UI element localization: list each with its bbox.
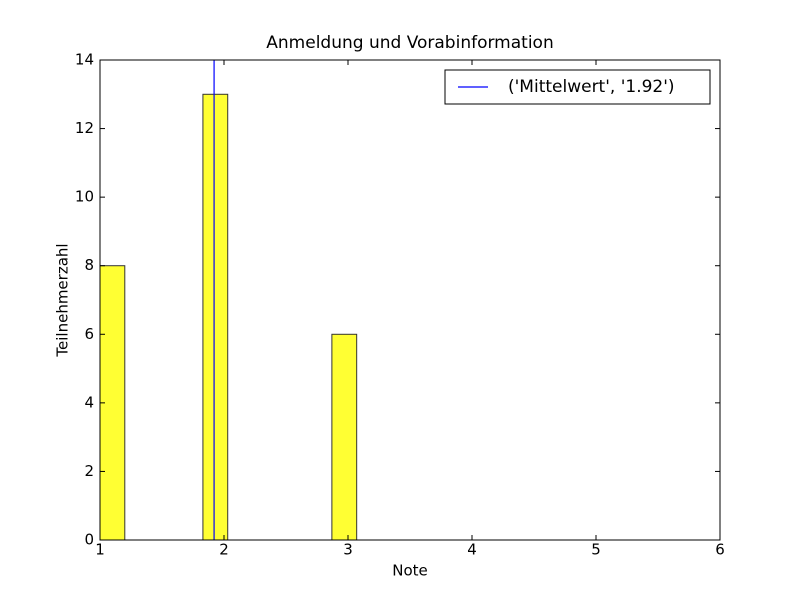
legend-label: ('Mittelwert', '1.92') bbox=[508, 77, 675, 97]
x-tick-label: 1 bbox=[95, 541, 105, 559]
plot-frame bbox=[99, 59, 721, 541]
y-tick-label: 10 bbox=[75, 188, 94, 206]
y-axis-label: Teilnehmerzahl bbox=[54, 243, 72, 357]
bar bbox=[331, 333, 358, 541]
y-tick-label: 0 bbox=[84, 531, 94, 549]
x-tick-label: 2 bbox=[219, 541, 229, 559]
y-tick-label: 14 bbox=[75, 51, 94, 69]
y-tick-label: 12 bbox=[75, 119, 94, 137]
x-tick-label: 3 bbox=[343, 541, 353, 559]
bar bbox=[202, 93, 229, 541]
legend-box bbox=[444, 69, 711, 105]
y-tick-label: 8 bbox=[84, 256, 94, 274]
chart-title: Anmeldung und Vorabinformation bbox=[266, 33, 553, 53]
x-tick-label: 6 bbox=[715, 541, 725, 559]
y-tick-label: 2 bbox=[84, 462, 94, 480]
x-tick-label: 4 bbox=[467, 541, 477, 559]
y-tick-label: 6 bbox=[84, 325, 94, 343]
y-tick-label: 4 bbox=[84, 393, 94, 411]
x-tick-label: 5 bbox=[591, 541, 601, 559]
x-axis-label: Note bbox=[392, 562, 428, 580]
